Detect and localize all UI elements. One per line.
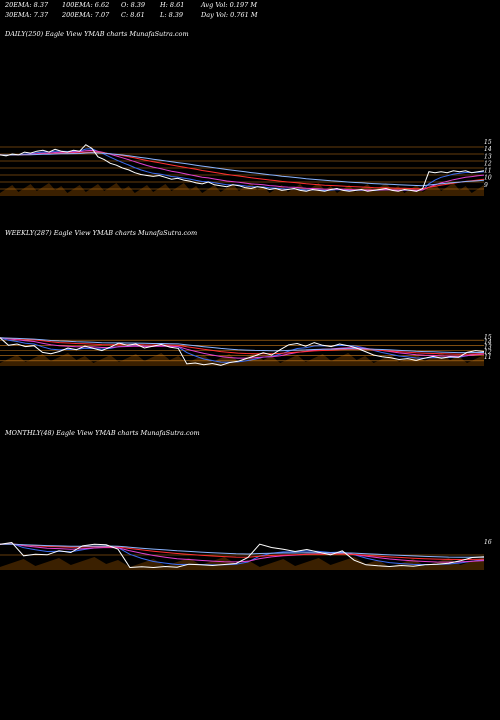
- weekly-ema-line: [0, 337, 484, 354]
- monthly-panel-title: MONTHLY(48) Eagle View YMAB charts Munaf…: [5, 429, 200, 437]
- weekly-tick-label: 14: [484, 339, 492, 346]
- daily-tick-label: 13: [484, 153, 492, 160]
- daily-tick-label: 12: [484, 160, 492, 167]
- monthly-ema-line: [0, 543, 485, 566]
- weekly-ema-line: [0, 337, 485, 355]
- ema100-label: 100EMA: 6.62: [62, 1, 110, 9]
- daily-tick-label: 10: [484, 175, 492, 182]
- daily-ema-line: [0, 151, 485, 190]
- weekly-price-line: [0, 337, 485, 366]
- monthly-tick-label: 16: [484, 539, 492, 546]
- ema200-label: 200EMA: 7.07: [62, 11, 110, 19]
- high-label: H: 8.61: [160, 1, 185, 9]
- monthly-ema-line: [0, 543, 485, 563]
- daily-ema-line: [0, 152, 485, 187]
- weekly-tick-label: 15: [484, 334, 492, 341]
- weekly-ema-line: [0, 337, 485, 363]
- weekly-panel-title: WEEKLY(287) Eagle View YMAB charts Munaf…: [5, 229, 198, 237]
- open-label: O: 8.39: [121, 1, 146, 9]
- monthly-chart: 16: [0, 539, 492, 570]
- daily-panel-title: DAILY(250) Eagle View YMAB charts Munafa…: [5, 30, 189, 38]
- weekly-ema-line: [0, 337, 485, 359]
- daily-tick-label: 11: [484, 168, 492, 175]
- weekly-tick-label: 13: [484, 344, 492, 351]
- weekly-tick-label: 11: [484, 354, 492, 361]
- daily-tick-label: 15: [484, 139, 492, 146]
- monthly-price-line: [0, 541, 485, 569]
- monthly-ema-line: [0, 543, 484, 558]
- daily-ema-line: [0, 149, 485, 191]
- close-label: C: 8.61: [121, 11, 145, 19]
- daily-volume-band: [0, 183, 484, 196]
- low-label: L: 8.39: [160, 11, 184, 19]
- day-vol-label: Day Vol: 0.761 M: [201, 11, 258, 19]
- ema30-label: 30EMA: 7.37: [5, 11, 49, 19]
- daily-tick-label: 9: [484, 182, 488, 189]
- ema20-label: 20EMA: 8.37: [5, 1, 49, 9]
- daily-tick-label: 14: [484, 146, 492, 153]
- weekly-tick-label: 12: [484, 349, 492, 356]
- daily-ema-line: [0, 148, 485, 192]
- avg-vol-label: Avg Vol: 0.197 M: [201, 1, 258, 9]
- daily-price-line: [0, 144, 485, 192]
